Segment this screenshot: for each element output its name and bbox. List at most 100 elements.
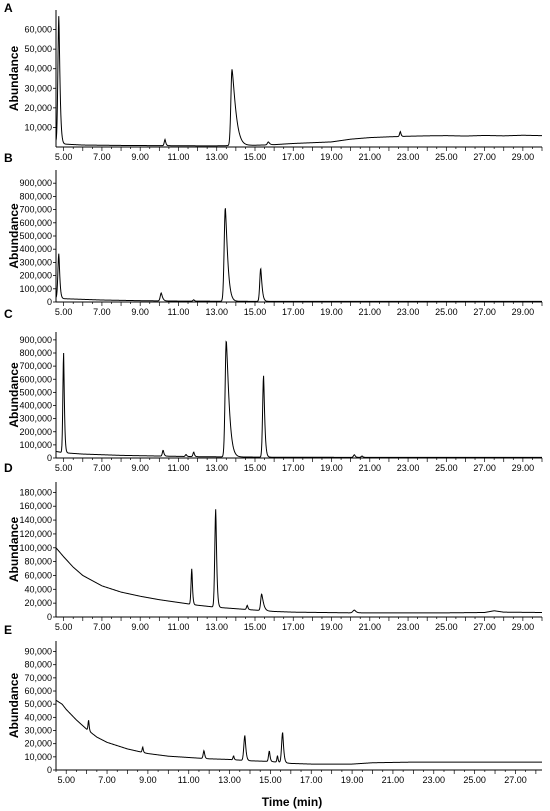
chromatogram-trace [55, 340, 542, 458]
x-tick-label: 17.00 [300, 775, 323, 785]
x-tick-label: 25.00 [435, 152, 458, 162]
y-tick-label: 500,000 [19, 231, 52, 241]
x-tick-label: 11.00 [168, 152, 190, 162]
x-tick-label: 27.00 [473, 622, 496, 632]
x-tick-label: 23.00 [397, 622, 420, 632]
y-tick-label: 80,000 [24, 557, 52, 567]
x-tick-label: 17.00 [282, 152, 305, 162]
x-tick-label: 27.00 [473, 463, 496, 473]
y-tick-label: 600,000 [19, 218, 52, 228]
y-tick-label: 400,000 [19, 244, 52, 254]
y-tick-label: 900,000 [19, 178, 52, 188]
y-tick-label: 0 [47, 765, 52, 775]
x-tick-label: 21.00 [382, 775, 405, 785]
x-tick-label: 29.00 [512, 463, 535, 473]
x-tick-label: 17.00 [282, 463, 305, 473]
y-tick-label: 40,000 [24, 712, 52, 722]
x-tick-label: 5.00 [55, 622, 73, 632]
y-axis-title: Abundance [7, 362, 21, 428]
y-tick-label: 60,000 [24, 686, 52, 696]
x-tick-label: 17.00 [282, 307, 305, 317]
x-tick-label: 29.00 [512, 622, 535, 632]
x-tick-label: 19.00 [320, 463, 343, 473]
x-tick-label: 5.00 [55, 463, 73, 473]
y-tick-label: 30,000 [24, 726, 52, 736]
y-tick-label: 160,000 [19, 501, 52, 511]
panel-c: C Abundance 0 100,000 200,000 300,000 400,000 5… [4, 307, 543, 473]
x-tick-label: 7.00 [93, 152, 111, 162]
y-tick-label: 180,000 [19, 487, 52, 497]
x-tick-label: 29.00 [512, 307, 535, 317]
x-tick-label: 5.00 [57, 775, 75, 785]
y-tick-label: 10,000 [24, 752, 52, 762]
y-tick-label: 800,000 [19, 191, 52, 201]
panel-d: D Abundance 0 20,000 40,000 60,000 80,000 100,0… [4, 461, 543, 632]
x-tick-label: 11.00 [168, 463, 190, 473]
y-tick-label: 90,000 [24, 647, 52, 657]
x-tick-label: 15.00 [244, 463, 267, 473]
y-tick-label: 600,000 [19, 374, 52, 384]
y-tick-label: 20,000 [24, 598, 52, 608]
y-tick-label: 40,000 [24, 584, 52, 594]
panel-label: D [4, 461, 13, 475]
y-tick-label: 900,000 [19, 335, 52, 345]
x-tick-label: 15.00 [259, 775, 282, 785]
panel-label: B [4, 151, 13, 165]
y-tick-label: 30,000 [24, 83, 52, 93]
x-tick-label: 25.00 [463, 775, 486, 785]
x-tick-label: 17.00 [282, 622, 305, 632]
y-tick-label: 140,000 [19, 515, 52, 525]
chromatogram-trace [55, 509, 542, 614]
chromatogram-trace [55, 699, 542, 765]
x-tick-label: 7.00 [93, 622, 111, 632]
x-tick-label: 13.00 [205, 307, 228, 317]
x-tick-label: 5.00 [55, 307, 73, 317]
x-tick-label: 11.00 [168, 307, 190, 317]
y-tick-label: 800,000 [19, 348, 52, 358]
x-tick-label: 7.00 [93, 307, 111, 317]
y-tick-label: 50,000 [24, 44, 52, 54]
x-tick-label: 25.00 [435, 307, 458, 317]
y-tick-label: 300,000 [19, 414, 52, 424]
y-tick-label: 100,000 [19, 543, 52, 553]
x-tick-label: 23.00 [423, 775, 446, 785]
y-tick-label: 700,000 [19, 205, 52, 215]
panel-label: E [4, 623, 12, 637]
y-tick-label: 100,000 [19, 440, 52, 450]
y-axis-title: Abundance [7, 46, 21, 112]
x-tick-label: 25.00 [435, 622, 458, 632]
x-tick-label: 7.00 [93, 463, 111, 473]
y-tick-label: 60,000 [24, 570, 52, 580]
y-tick-label: 120,000 [19, 529, 52, 539]
chromatogram-trace [55, 208, 542, 302]
panel-label: C [4, 307, 13, 321]
x-tick-label: 23.00 [397, 152, 420, 162]
x-tick-label: 13.00 [205, 152, 228, 162]
y-tick-label: 200,000 [19, 427, 52, 437]
panel-b: B Abundance 0 100,000 200,000 300,000 400,000 5… [4, 151, 543, 317]
x-tick-label: 13.00 [218, 775, 241, 785]
x-tick-label: 29.00 [512, 152, 535, 162]
panel-label: A [4, 1, 13, 15]
y-tick-label: 20,000 [24, 103, 52, 113]
x-tick-label: 15.00 [244, 622, 267, 632]
y-tick-label: 100,000 [19, 284, 52, 294]
chromatogram-trace [55, 16, 543, 147]
x-tick-label: 15.00 [244, 152, 267, 162]
x-tick-label: 7.00 [98, 775, 116, 785]
x-tick-label: 9.00 [139, 775, 157, 785]
y-tick-label: 80,000 [24, 660, 52, 670]
x-tick-label: 27.00 [473, 307, 496, 317]
x-tick-label: 27.00 [473, 152, 496, 162]
x-tick-label: 9.00 [131, 307, 149, 317]
x-tick-label: 25.00 [435, 463, 458, 473]
x-tick-label: 21.00 [359, 152, 382, 162]
y-tick-label: 0 [47, 297, 52, 307]
x-tick-label: 9.00 [131, 463, 149, 473]
x-tick-label: 11.00 [168, 622, 190, 632]
x-tick-label: 19.00 [320, 152, 343, 162]
x-tick-label: 19.00 [320, 622, 343, 632]
y-axis-title: Abundance [7, 673, 21, 739]
